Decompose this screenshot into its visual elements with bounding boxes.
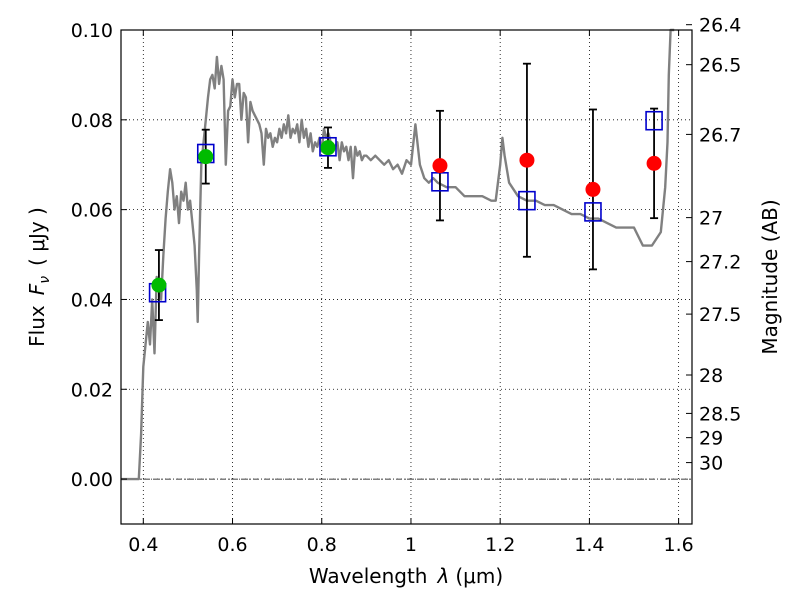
y-tick-label: 0.08 (71, 110, 113, 132)
points-layer (148, 110, 663, 303)
model-sed-curve (121, 28, 675, 481)
magnitude-tick-label: 30 (699, 453, 723, 475)
magnitude-tick-label: 29 (699, 428, 723, 450)
magnitude-tick-label: 26.4 (699, 15, 741, 37)
model-flux-square (645, 110, 663, 131)
magnitude-axis-label: Magnitude (AB) (758, 199, 782, 354)
magnitude-tick-label: 26.7 (699, 124, 741, 146)
plot-frame (120, 29, 693, 525)
y-tick-label: 0.00 (71, 469, 113, 491)
x-tick-label: 0.8 (307, 534, 337, 556)
model-flux-square (518, 190, 536, 211)
x-tick-label: 0.4 (128, 534, 158, 556)
model-sed-layer (121, 28, 675, 481)
model-flux-square (319, 136, 337, 157)
magnitude-tick-label: 26.5 (699, 55, 741, 77)
magnitude-tick-label: 27.5 (699, 304, 741, 326)
x-axis-label: Wavelength λ (μm) (309, 564, 503, 588)
model-flux-square (584, 202, 602, 222)
x-tick-label: 1.4 (574, 534, 604, 556)
y-axis-label: FluxFν( μJy ) (25, 207, 53, 347)
x-tick-label: 1 (405, 534, 417, 556)
optical-flux-point (320, 140, 336, 156)
nir-flux-point (432, 158, 448, 174)
ticks-layer: 0.4 0.6 0.8 1 1.2 1.4 1.6 0.00 0.02 0.04 0.06 0.08 0… (71, 15, 742, 556)
y-tick-label: 0.10 (71, 20, 113, 42)
plot-area (121, 30, 692, 524)
y-tick-label: 0.02 (71, 379, 113, 401)
x-tick-label: 1.2 (485, 534, 515, 556)
magnitude-tick-label: 28 (699, 365, 723, 387)
magnitude-tick-label: 27.2 (699, 252, 741, 274)
y-tick-label: 0.06 (71, 200, 113, 222)
optical-flux-point (198, 149, 214, 165)
y-tick-label: 0.04 (71, 289, 113, 311)
nir-flux-point (585, 181, 601, 197)
x-tick-label: 0.6 (217, 534, 247, 556)
nir-flux-point (519, 152, 535, 168)
nir-flux-point (646, 155, 662, 171)
optical-flux-point (151, 277, 167, 293)
magnitude-tick-label: 27 (699, 208, 723, 230)
magnitude-tick-label: 28.5 (699, 403, 741, 425)
x-tick-label: 1.6 (664, 534, 694, 556)
